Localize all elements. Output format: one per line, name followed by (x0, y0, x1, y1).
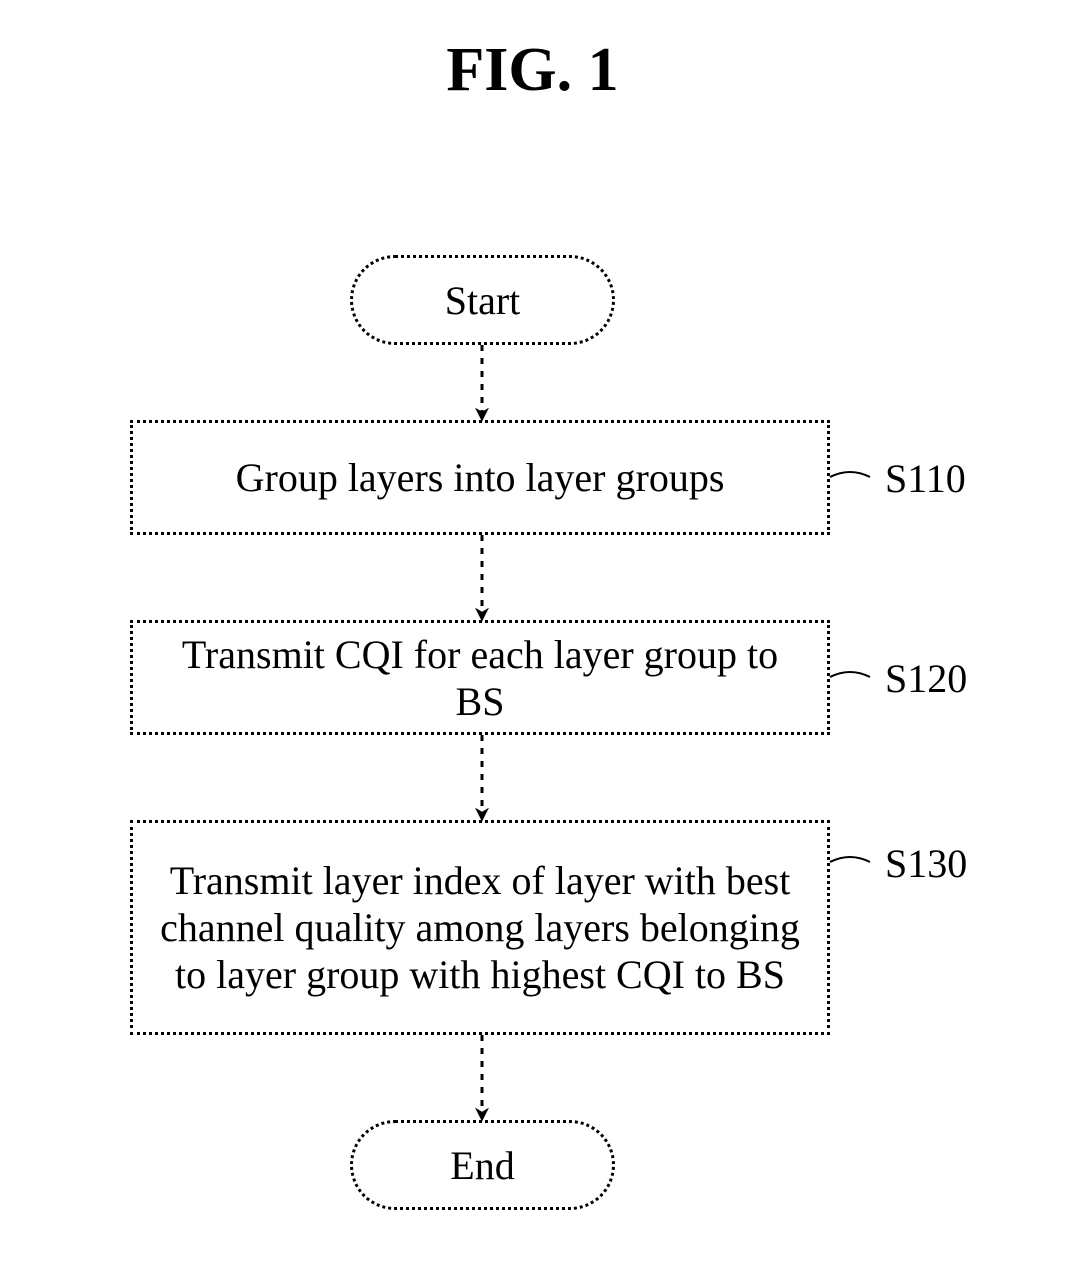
flowchart-canvas: Start End Group layers into layer groups… (0, 0, 1065, 1269)
edges-layer (0, 0, 1065, 1269)
